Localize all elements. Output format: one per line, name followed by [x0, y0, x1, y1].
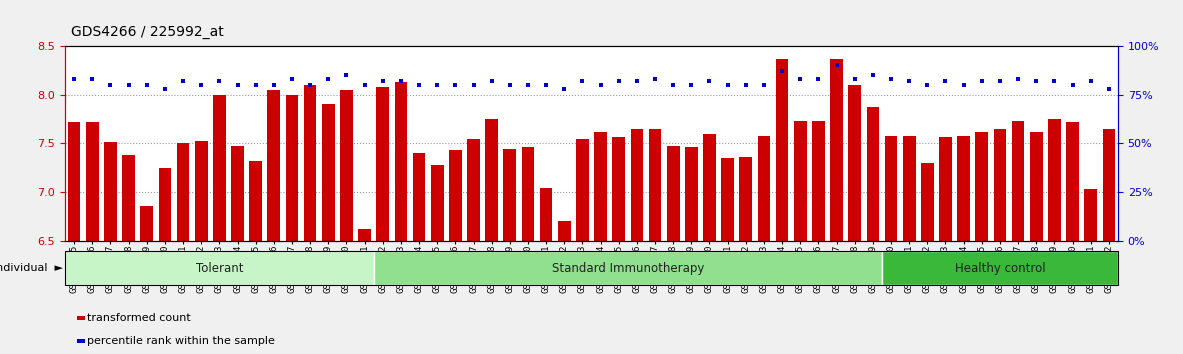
Bar: [994, 129, 1007, 241]
Bar: [522, 147, 535, 241]
Bar: [485, 119, 498, 241]
Bar: [304, 85, 317, 241]
Bar: [976, 132, 988, 241]
Bar: [395, 82, 407, 241]
Bar: [504, 149, 516, 241]
Bar: [1048, 119, 1061, 241]
Text: individual  ►: individual ►: [0, 263, 63, 273]
Bar: [122, 155, 135, 241]
Bar: [685, 147, 698, 241]
Bar: [539, 188, 552, 241]
Bar: [776, 59, 788, 241]
Text: percentile rank within the sample: percentile rank within the sample: [86, 336, 274, 346]
Bar: [830, 59, 843, 241]
Bar: [885, 136, 898, 241]
Bar: [231, 146, 244, 241]
Bar: [65, 251, 1118, 285]
Bar: [285, 95, 298, 241]
Bar: [883, 251, 1118, 285]
Bar: [722, 158, 733, 241]
Bar: [374, 251, 883, 285]
Text: GDS4266 / 225992_at: GDS4266 / 225992_at: [71, 25, 224, 39]
Bar: [757, 136, 770, 241]
Bar: [1085, 189, 1097, 241]
Bar: [195, 142, 207, 241]
Bar: [957, 136, 970, 241]
Bar: [1066, 122, 1079, 241]
Bar: [176, 143, 189, 241]
Bar: [322, 104, 335, 241]
Bar: [922, 163, 933, 241]
Bar: [431, 165, 444, 241]
Bar: [1011, 121, 1024, 241]
Bar: [631, 129, 644, 241]
Bar: [667, 146, 679, 241]
Bar: [65, 251, 374, 285]
Bar: [812, 121, 825, 241]
Bar: [1030, 132, 1042, 241]
Bar: [104, 142, 117, 241]
Bar: [376, 87, 389, 241]
Bar: [413, 153, 426, 241]
Bar: [67, 122, 80, 241]
Bar: [866, 107, 879, 241]
Bar: [613, 137, 625, 241]
Bar: [648, 129, 661, 241]
Bar: [250, 161, 261, 241]
Bar: [794, 121, 807, 241]
Bar: [576, 138, 589, 241]
Text: transformed count: transformed count: [86, 313, 190, 323]
Text: Standard Immunotherapy: Standard Immunotherapy: [551, 262, 704, 275]
Bar: [703, 134, 716, 241]
Bar: [1103, 129, 1116, 241]
Bar: [267, 90, 280, 241]
Bar: [467, 138, 480, 241]
Bar: [739, 157, 752, 241]
Bar: [358, 229, 371, 241]
Bar: [939, 137, 952, 241]
Bar: [848, 85, 861, 241]
Text: Tolerant: Tolerant: [195, 262, 244, 275]
Bar: [903, 136, 916, 241]
Bar: [558, 221, 570, 241]
Bar: [86, 122, 98, 241]
Text: Healthy control: Healthy control: [955, 262, 1046, 275]
Bar: [340, 90, 353, 241]
Bar: [159, 168, 172, 241]
Bar: [594, 132, 607, 241]
Bar: [141, 206, 153, 241]
Bar: [213, 95, 226, 241]
Bar: [450, 150, 461, 241]
